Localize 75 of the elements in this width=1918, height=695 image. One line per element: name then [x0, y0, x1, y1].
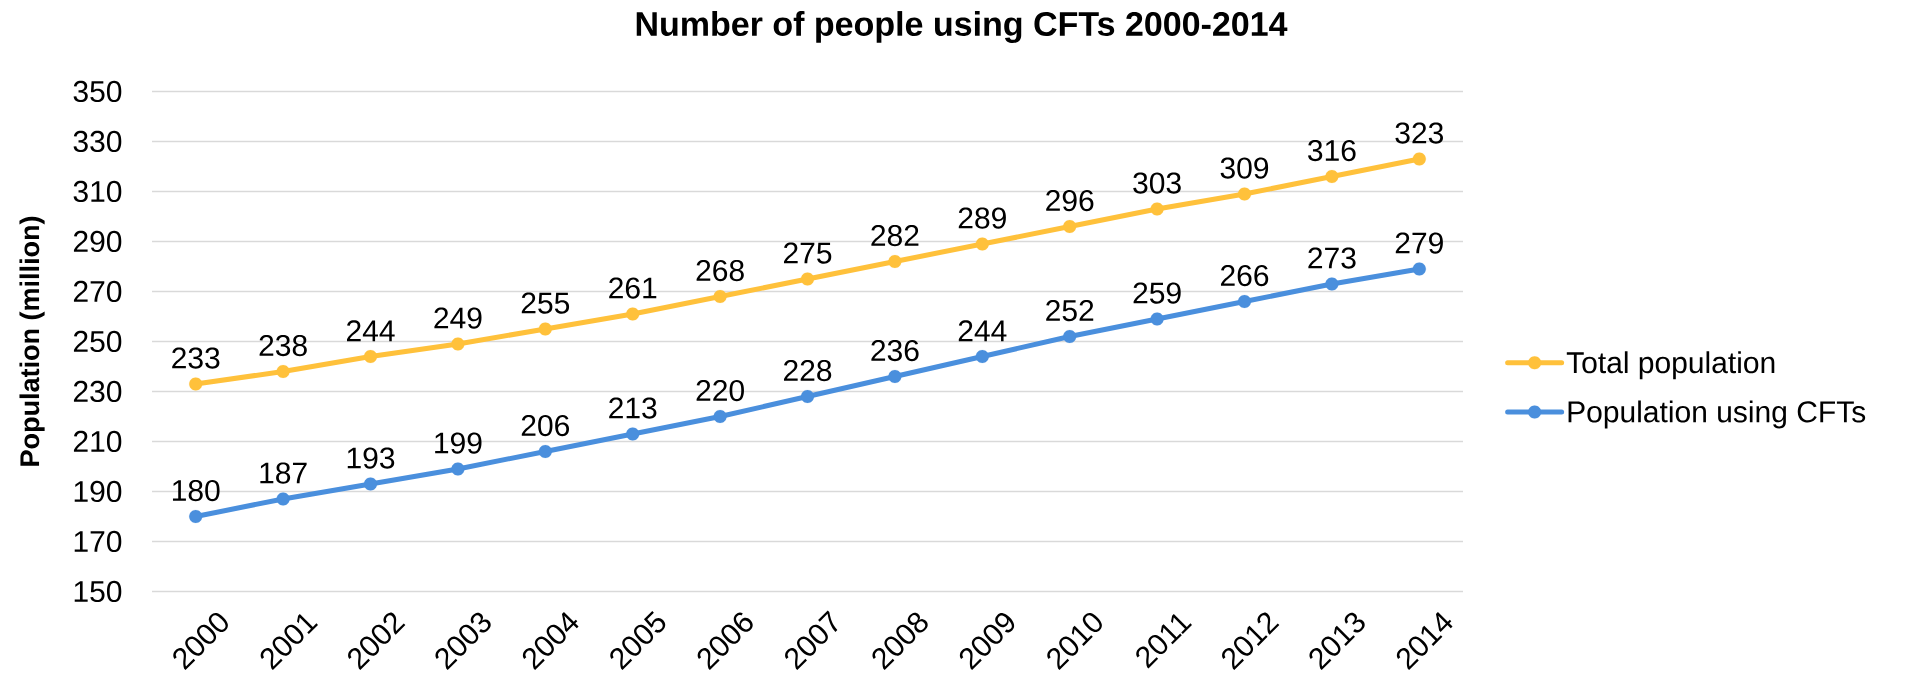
data-label: 296 — [1046, 189, 1094, 212]
data-label: 255 — [521, 292, 570, 314]
data-label: 249 — [434, 307, 482, 329]
data-label: 199 — [435, 432, 482, 454]
point — [888, 254, 902, 269]
data-label: 236 — [871, 339, 919, 362]
point — [888, 369, 902, 384]
data-label: 303 — [1133, 172, 1181, 194]
y-tick-label: 250 — [73, 330, 122, 353]
data-label: 275 — [783, 242, 832, 264]
data-label: 233 — [172, 347, 220, 369]
data-label: 252 — [1046, 299, 1094, 322]
point — [800, 272, 815, 286]
y-tick-label: 270 — [73, 280, 122, 303]
y-tick-label: 310 — [73, 180, 122, 203]
point — [1325, 169, 1339, 184]
point — [975, 349, 989, 364]
data-label: 244 — [346, 320, 395, 342]
data-label: 268 — [696, 259, 744, 282]
y-tick-label: 150 — [74, 580, 122, 603]
point — [538, 322, 552, 336]
point — [189, 377, 203, 391]
point — [1237, 294, 1252, 309]
data-label: 213 — [609, 397, 657, 419]
y-tick-label: 170 — [74, 530, 122, 553]
data-label: 206 — [521, 414, 570, 437]
point — [1412, 152, 1426, 166]
point — [626, 427, 640, 441]
point — [800, 389, 815, 404]
y-tick-label: 350 — [73, 80, 122, 103]
point — [276, 364, 290, 379]
point — [1150, 312, 1164, 326]
data-label: 323 — [1395, 122, 1443, 144]
data-label: 187 — [260, 462, 307, 484]
data-label: 279 — [1395, 232, 1443, 254]
data-label: 238 — [259, 334, 307, 357]
y-tick-label: 210 — [73, 430, 122, 453]
data-label: 244 — [958, 320, 1007, 342]
chart-title: Number of people using CFTs 2000-2014 — [636, 11, 1288, 43]
legend-label: Total population — [1566, 351, 1775, 380]
point — [713, 409, 727, 424]
point — [975, 237, 989, 251]
y-tick-label: 230 — [73, 380, 122, 403]
point — [1063, 219, 1077, 234]
y-tick-label: 330 — [73, 130, 122, 153]
point — [363, 477, 378, 491]
data-label: 228 — [783, 359, 832, 382]
data-label: 266 — [1220, 264, 1269, 287]
data-label: 273 — [1308, 247, 1356, 269]
point — [451, 462, 465, 476]
y-tick-label: 290 — [73, 230, 122, 253]
data-label: 220 — [696, 379, 744, 402]
point — [1063, 329, 1077, 344]
data-label: 193 — [347, 447, 395, 469]
data-label: 309 — [1220, 157, 1269, 179]
legend-label: Population using CFTs — [1568, 400, 1866, 429]
point — [538, 444, 552, 459]
data-label: 316 — [1308, 139, 1356, 162]
point — [626, 307, 640, 321]
point — [276, 492, 290, 506]
point — [1412, 262, 1426, 276]
data-label: 282 — [871, 224, 919, 247]
point — [1150, 202, 1164, 216]
point — [189, 509, 203, 524]
y-axis-title: Population (million) — [19, 216, 45, 466]
data-label: 259 — [1133, 282, 1181, 304]
data-label: 289 — [958, 207, 1006, 229]
point — [451, 337, 465, 351]
data-label: 261 — [609, 277, 657, 299]
y-tick-label: 190 — [74, 480, 122, 503]
point — [1237, 187, 1252, 201]
point — [363, 349, 378, 364]
point — [1325, 277, 1339, 291]
data-label: 180 — [172, 479, 220, 502]
point — [713, 289, 727, 304]
